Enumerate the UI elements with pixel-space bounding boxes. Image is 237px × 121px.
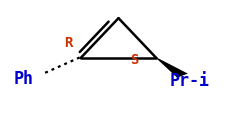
Text: Ph: Ph (14, 70, 34, 88)
Text: S: S (130, 53, 138, 68)
Text: R: R (64, 36, 73, 50)
Text: Pr-i: Pr-i (170, 72, 210, 90)
Polygon shape (155, 57, 188, 78)
